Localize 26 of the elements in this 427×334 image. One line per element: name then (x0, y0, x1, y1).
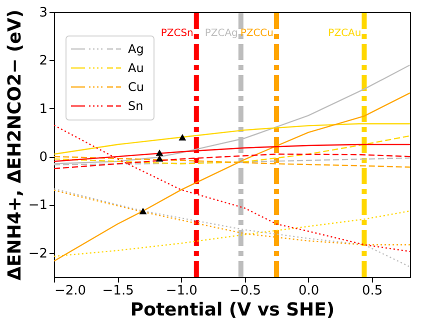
legend-label: Sn (128, 99, 144, 113)
ref-line-label: PZCAu (328, 28, 362, 39)
x-tick-label: −1.5 (102, 284, 134, 298)
ref-line-label: PZCSn (160, 28, 194, 39)
ref-line-label: PZCAg (204, 28, 238, 39)
point (156, 149, 164, 156)
y-tick-label: 0 (39, 150, 48, 166)
point (178, 134, 186, 140)
point (156, 155, 164, 162)
y-tick-label: −1 (28, 198, 48, 214)
x-tick-label: 0.5 (362, 284, 383, 298)
y-tick-label: −2 (28, 246, 48, 262)
x-axis-title: Potential (V vs SHE) (130, 300, 335, 320)
y-tick-label: 1 (39, 102, 48, 117)
x-tick-label: −2.0 (54, 284, 86, 298)
y-axis-title: ΔENH4+, ΔEH2NCO2− (eV) (4, 10, 26, 280)
point (139, 208, 147, 214)
x-tick-label: −0.5 (229, 284, 262, 298)
y-tick-label: 2 (39, 54, 48, 69)
y-tick-label: 3 (39, 6, 48, 20)
x-tick-label: −1.0 (166, 284, 198, 298)
legend-label: Ag (128, 42, 144, 56)
legend-label: Cu (128, 80, 144, 94)
ref-line-label: PZCCu (240, 28, 274, 39)
x-tick-label: 0.0 (298, 284, 320, 298)
legend-label: Au (128, 61, 144, 75)
